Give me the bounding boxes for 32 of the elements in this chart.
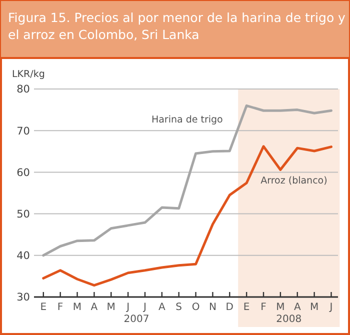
line-series — [42, 145, 332, 287]
x-tick-label: D — [226, 302, 234, 313]
x-tick-label: J — [328, 302, 333, 313]
text: 2008 — [276, 314, 302, 325]
x-tick-label: E — [243, 302, 250, 313]
chart-title: Figura 15. Precios al por menor de la harina de trigo y el arroz en Colombo, Sri Lanka — [8, 10, 346, 42]
x-tick-label: A — [90, 302, 98, 313]
y-tick-label: 50 — [16, 208, 30, 220]
x-tick-label: F — [57, 302, 64, 313]
x-tick-label: A — [158, 302, 166, 313]
series-label: Harina de trigo — [151, 114, 224, 126]
x-tick-label: M — [276, 302, 285, 313]
x-tick-label: N — [208, 302, 216, 313]
y-tick-label: 80 — [16, 84, 30, 96]
x-tick-label: J — [126, 302, 130, 313]
series-label: Arroz (blanco) — [260, 175, 328, 186]
x-tick-label: S — [176, 302, 182, 313]
x-tick-label: M — [310, 302, 319, 313]
x-tick-label: A — [294, 302, 301, 313]
x-tick-label: E — [40, 302, 47, 313]
y-tick-label: 70 — [16, 125, 30, 138]
y-axis-title: LKR/kg — [12, 69, 45, 80]
x-tick-label: F — [260, 302, 267, 313]
y-tick-label: 60 — [16, 166, 30, 179]
x-tick-label: J — [142, 302, 146, 313]
x-tick-label: O — [192, 302, 200, 313]
y-tick-label: 30 — [16, 292, 30, 304]
x-tick-label: M — [72, 302, 82, 313]
line-series — [42, 104, 332, 257]
x-tick-label: M — [106, 302, 116, 313]
text: 2007 — [124, 314, 150, 325]
y-tick-label: 40 — [16, 250, 30, 262]
